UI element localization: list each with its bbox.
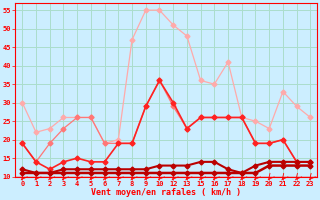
X-axis label: Vent moyen/en rafales ( km/h ): Vent moyen/en rafales ( km/h )	[91, 188, 241, 197]
